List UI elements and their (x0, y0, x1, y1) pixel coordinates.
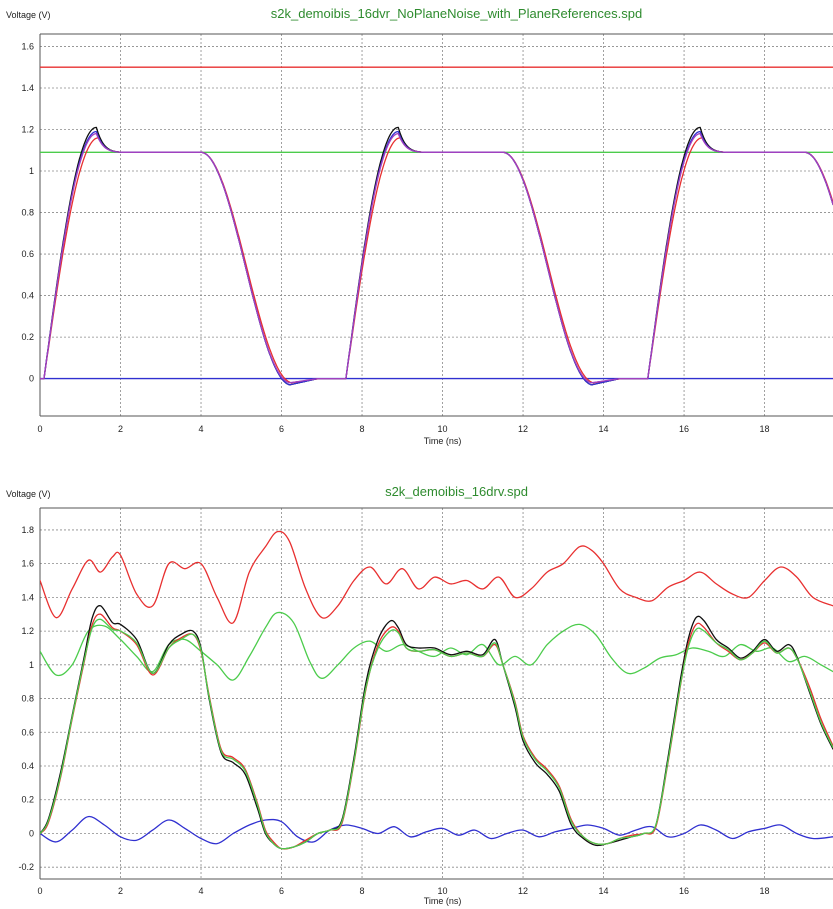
series-line-1 (40, 530, 833, 624)
chart-panel-1: s2k_demoibis_16dvr_NoPlaneNoise_with_Pla… (6, 6, 833, 446)
y-tick-label: 1 (29, 660, 34, 670)
y-tick-label: 0.6 (21, 727, 34, 737)
y-axis-label: Voltage (V) (6, 489, 51, 499)
series-line-6 (40, 130, 833, 386)
x-tick-label: 0 (37, 424, 42, 434)
x-axis-label: Time (ns) (424, 436, 462, 446)
x-tick-label: 16 (679, 886, 689, 896)
x-tick-label: 12 (518, 424, 528, 434)
y-tick-label: 0.8 (21, 208, 34, 218)
x-tick-label: 12 (518, 886, 528, 896)
series-line-2 (40, 611, 833, 681)
x-tick-label: 2 (118, 424, 123, 434)
y-tick-label: 0 (29, 828, 34, 838)
chart-title: s2k_demoibis_16dvr_NoPlaneNoise_with_Pla… (271, 6, 642, 21)
series-group (40, 530, 833, 850)
y-tick-label: 0.6 (21, 249, 34, 259)
y-tick-label: 1 (29, 166, 34, 176)
chart-panel-2: s2k_demoibis_16drv.spd Voltage (V) -0.2 0 0.… (6, 484, 833, 906)
x-tick-label: 8 (360, 886, 365, 896)
x-tick-label: 6 (279, 886, 284, 896)
chart-title: s2k_demoibis_16drv.spd (385, 484, 528, 499)
x-tick-label: 10 (438, 886, 448, 896)
y-tick-label: 0.8 (21, 694, 34, 704)
series-line-6 (40, 618, 833, 850)
series-line-3 (40, 815, 833, 845)
x-tick-label: 18 (760, 886, 770, 896)
grid (39, 34, 833, 416)
series-line-7 (40, 133, 833, 384)
y-axis-label: Voltage (V) (6, 10, 51, 20)
y-tick-label: 0.2 (21, 795, 34, 805)
x-tick-label: 14 (599, 424, 609, 434)
x-tick-label: 16 (679, 424, 689, 434)
x-tick-label: 0 (37, 886, 42, 896)
series-line-4 (40, 126, 833, 386)
series-line-5 (40, 613, 833, 850)
x-tick-label: 4 (199, 424, 204, 434)
y-tick-label: 1.4 (21, 83, 34, 93)
x-axis-label: Time (ns) (424, 896, 462, 906)
x-tick-label: 2 (118, 886, 123, 896)
x-tick-label: 8 (360, 424, 365, 434)
y-tick-label: 1.6 (21, 41, 34, 51)
y-tick-label: 0.4 (21, 761, 34, 771)
x-tick-label: 6 (279, 424, 284, 434)
y-tick-label: 0.2 (21, 332, 34, 342)
y-tick-label: -0.2 (18, 862, 34, 872)
series-group (40, 66, 833, 386)
y-tick-label: 1.6 (21, 559, 34, 569)
y-tick-label: 0.4 (21, 291, 34, 301)
y-tick-label: 0 (29, 374, 34, 384)
series-line-4 (40, 605, 833, 850)
x-tick-label: 4 (199, 886, 204, 896)
x-tick-label: 10 (438, 424, 448, 434)
y-tick-label: 1.8 (21, 525, 34, 535)
x-tick-label: 18 (760, 424, 770, 434)
y-tick-label: 1.2 (21, 626, 34, 636)
series-line-5 (40, 137, 833, 384)
y-tick-label: 1.4 (21, 592, 34, 602)
y-tick-label: 1.2 (21, 125, 34, 135)
grid (39, 508, 833, 879)
x-tick-label: 14 (599, 886, 609, 896)
